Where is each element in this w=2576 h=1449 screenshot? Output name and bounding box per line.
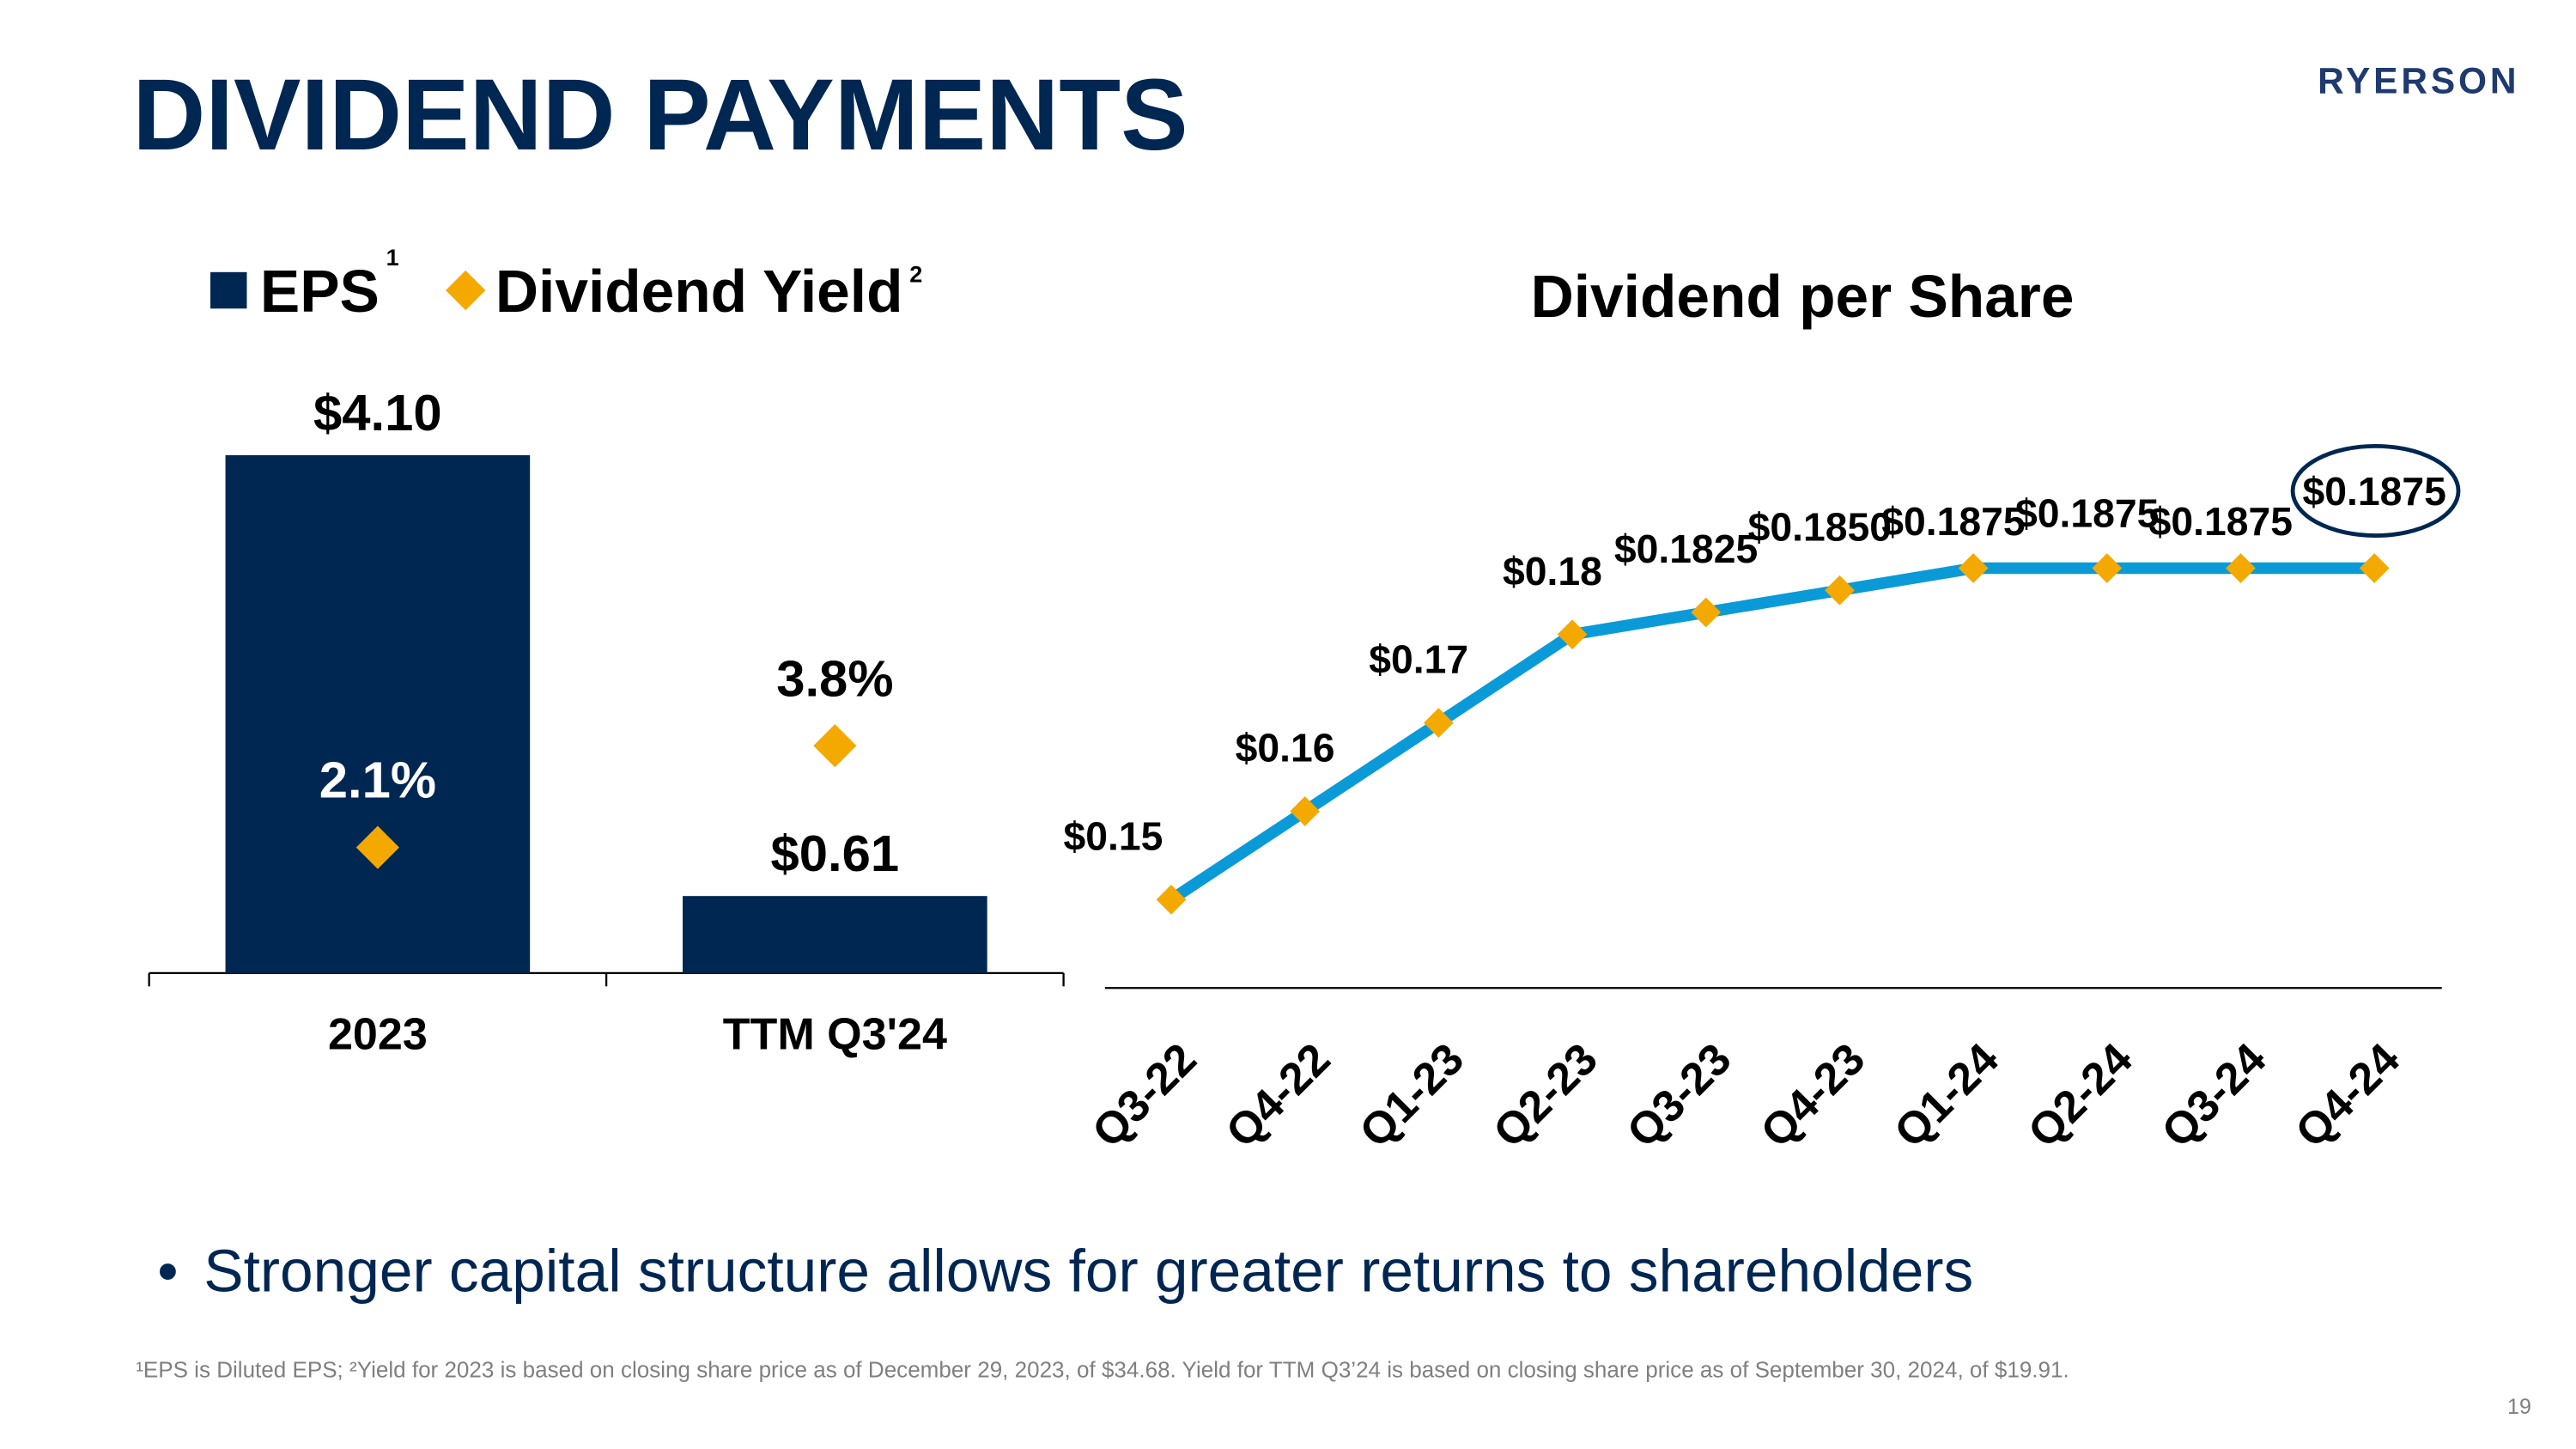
legend-marker: [210, 271, 247, 309]
x-tick-label: Q3-22: [1083, 1034, 1206, 1157]
data-label: 2.1%: [319, 752, 436, 809]
data-label: $0.18: [1503, 549, 1602, 594]
x-tick-label: Q1-24: [1886, 1034, 2008, 1157]
dividend-marker: [2226, 553, 2256, 583]
bullet-dot: •: [157, 1237, 178, 1304]
x-tick-label: Q2-24: [2019, 1034, 2142, 1157]
dividend-marker: [1825, 575, 1855, 606]
chart-title: Dividend per Share: [1531, 263, 2075, 330]
slide-title: DIVIDEND PAYMENTS: [132, 58, 1188, 171]
legend-footnote-ref: 1: [386, 245, 399, 271]
x-tick-label: 2023: [328, 1010, 428, 1060]
logo: RYERSON: [2318, 60, 2519, 100]
legend-marker: [446, 270, 486, 311]
data-label: $0.1875: [2149, 499, 2293, 544]
legend-label: EPS: [260, 258, 380, 325]
data-label: $0.1875: [2015, 490, 2159, 535]
yield-marker: [813, 724, 857, 768]
data-label: $0.1875: [2303, 469, 2446, 514]
x-tick-label: Q4-22: [1217, 1034, 1340, 1157]
data-label: $0.1875: [1881, 499, 2025, 544]
legend-label: Dividend Yield: [495, 258, 903, 325]
bar: [225, 454, 531, 973]
bar: [683, 896, 987, 973]
data-label: $0.15: [1064, 813, 1163, 858]
x-tick-label: TTM Q3'24: [723, 1010, 947, 1060]
x-tick-label: Q1-23: [1351, 1034, 1473, 1157]
x-tick-label: Q2-23: [1484, 1034, 1607, 1157]
dividend-marker: [1958, 553, 1989, 583]
x-tick-label: Q3-23: [1618, 1034, 1741, 1157]
highlight-circle: [2290, 443, 2461, 538]
dividend-line: [1168, 562, 2375, 904]
legend-footnote-ref: 2: [909, 261, 922, 287]
dividend-marker: [1156, 884, 1187, 915]
dividend-marker: [2359, 553, 2390, 583]
bullet-text: Stronger capital structure allows for gr…: [204, 1237, 1973, 1304]
data-label: 3.8%: [776, 649, 893, 707]
dividend-marker: [2092, 553, 2123, 583]
page-number: 19: [2507, 1395, 2531, 1419]
data-label: $0.16: [1236, 726, 1335, 770]
x-tick-label: Q3-24: [2153, 1034, 2275, 1157]
x-tick-label: Q4-24: [2287, 1034, 2409, 1157]
data-label: $0.17: [1369, 637, 1468, 682]
data-label: $0.1825: [1614, 527, 1758, 571]
data-label: $0.61: [771, 825, 900, 882]
data-label: $4.10: [313, 384, 442, 441]
data-label: $0.1850: [1748, 504, 1892, 549]
x-tick-label: Q4-23: [1752, 1034, 1874, 1157]
footnote: ¹EPS is Diluted EPS; ²Yield for 2023 is …: [136, 1357, 2069, 1383]
dividend-marker: [1691, 597, 1722, 628]
